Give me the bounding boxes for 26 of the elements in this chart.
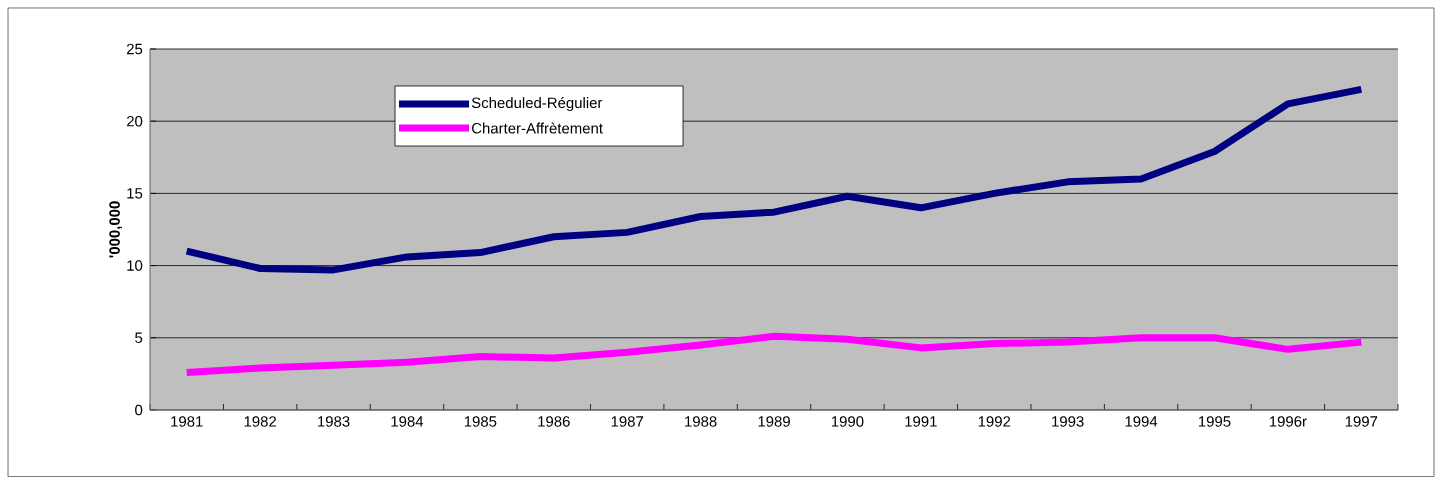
x-tick-label: 1981	[171, 416, 203, 427]
x-tick-label: 1988	[685, 416, 717, 427]
x-tick-label: 1994	[1125, 416, 1158, 427]
x-tick-label: 1982	[244, 416, 276, 427]
y-tick-label: 25	[126, 43, 143, 55]
y-tick-label: 10	[127, 260, 143, 271]
legend-label: Scheduled-Régulier	[471, 96, 603, 112]
x-tick-label: 1984	[391, 416, 424, 427]
x-tick-label: 1986	[538, 416, 570, 427]
y-axis-title: '000,000	[109, 201, 123, 258]
x-tick-label: 1992	[978, 416, 1011, 427]
x-tick-label: 1990	[831, 416, 864, 427]
x-tick-label: 1989	[758, 416, 790, 427]
x-tick-label: 1991	[905, 416, 937, 427]
x-tick-label: 1993	[1052, 416, 1084, 427]
x-tick-label: 1985	[464, 416, 497, 427]
x-tick-label: 1987	[611, 416, 644, 427]
y-tick-label: 0	[135, 404, 143, 416]
x-tick-label: 1995	[1199, 416, 1231, 427]
x-tick-label: 1996r	[1269, 416, 1307, 427]
x-tick-label: 1997	[1345, 416, 1378, 427]
x-tick-label: 1983	[318, 416, 350, 427]
y-tick-label: 5	[135, 332, 143, 343]
y-tick-label: 15	[127, 188, 143, 199]
y-tick-label: 20	[126, 115, 143, 127]
legend-label: Charter-Affrètement	[471, 122, 603, 134]
